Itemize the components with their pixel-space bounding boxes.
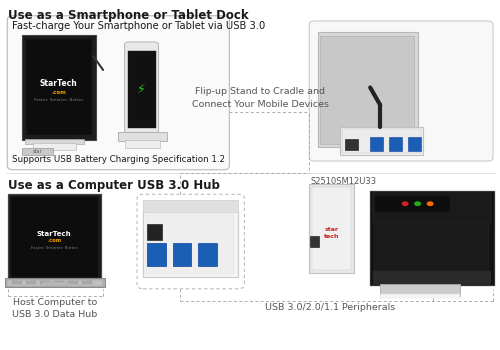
Bar xyxy=(33,143,76,150)
Bar xyxy=(82,281,92,284)
Bar xyxy=(342,129,420,153)
Circle shape xyxy=(402,201,408,206)
Text: star: star xyxy=(32,149,42,154)
Polygon shape xyxy=(26,39,92,135)
Bar xyxy=(128,51,156,128)
Circle shape xyxy=(426,201,434,206)
Text: Flip-up Stand to Cradle and
Connect Your Mobile Devices: Flip-up Stand to Cradle and Connect Your… xyxy=(192,87,329,109)
FancyBboxPatch shape xyxy=(310,21,493,161)
Bar xyxy=(22,148,52,155)
Bar xyxy=(143,199,238,212)
Bar xyxy=(375,196,450,212)
Bar xyxy=(143,210,238,276)
Bar xyxy=(312,187,350,270)
Bar xyxy=(372,193,490,224)
Bar xyxy=(374,222,489,271)
Bar xyxy=(5,278,104,287)
Bar xyxy=(198,243,218,266)
Text: star: star xyxy=(324,227,338,232)
FancyBboxPatch shape xyxy=(8,16,230,170)
Bar xyxy=(372,271,490,285)
Bar xyxy=(320,36,414,144)
Bar xyxy=(380,284,460,296)
Bar xyxy=(7,280,103,286)
Polygon shape xyxy=(22,35,96,140)
Text: tech: tech xyxy=(324,234,339,239)
Bar xyxy=(146,224,162,240)
Text: S2510SM12U33: S2510SM12U33 xyxy=(310,177,376,186)
FancyBboxPatch shape xyxy=(124,42,158,133)
Bar xyxy=(124,140,160,148)
Bar xyxy=(310,236,320,247)
Text: Fast-charge Your Smartphone or Tablet via USB 3.0: Fast-charge Your Smartphone or Tablet vi… xyxy=(12,21,265,31)
Bar xyxy=(318,32,418,147)
Bar xyxy=(172,243,192,266)
Text: Host Computer to
USB 3.0 Data Hub: Host Computer to USB 3.0 Data Hub xyxy=(12,298,98,319)
Bar xyxy=(146,214,234,274)
Text: StarTech: StarTech xyxy=(40,79,78,89)
Bar xyxy=(40,281,50,284)
Bar xyxy=(146,243,166,266)
Text: .com: .com xyxy=(52,90,66,95)
Text: ⚡: ⚡ xyxy=(137,83,146,96)
Text: Supports USB Battery Charging Specification 1.2: Supports USB Battery Charging Specificat… xyxy=(12,155,225,164)
Bar xyxy=(310,184,354,273)
Bar xyxy=(68,281,78,284)
Text: .com: .com xyxy=(47,238,62,243)
Bar xyxy=(24,139,84,144)
Bar xyxy=(8,194,100,280)
Bar xyxy=(12,281,22,284)
Bar xyxy=(352,143,382,150)
Text: USB 3.0/2.0/1.1 Peripherals: USB 3.0/2.0/1.1 Peripherals xyxy=(265,303,396,312)
Text: Use as a Computer USB 3.0 Hub: Use as a Computer USB 3.0 Hub xyxy=(8,178,220,191)
Bar xyxy=(389,137,402,150)
Bar xyxy=(42,282,66,286)
Bar xyxy=(370,137,383,150)
Bar xyxy=(118,132,166,141)
Bar xyxy=(26,281,36,284)
Bar xyxy=(408,137,421,150)
Circle shape xyxy=(414,201,421,206)
Bar xyxy=(345,139,358,150)
Text: Faster. Smarter. Better.: Faster. Smarter. Better. xyxy=(34,98,84,102)
Bar xyxy=(54,281,64,284)
Bar xyxy=(370,191,494,285)
Text: Use as a Smartphone or Tablet Dock: Use as a Smartphone or Tablet Dock xyxy=(8,9,249,22)
Bar xyxy=(340,127,422,155)
Text: StarTech: StarTech xyxy=(37,231,72,238)
Text: Faster. Smarter. Better.: Faster. Smarter. Better. xyxy=(30,246,78,250)
Bar xyxy=(380,294,460,298)
Bar xyxy=(11,197,98,277)
